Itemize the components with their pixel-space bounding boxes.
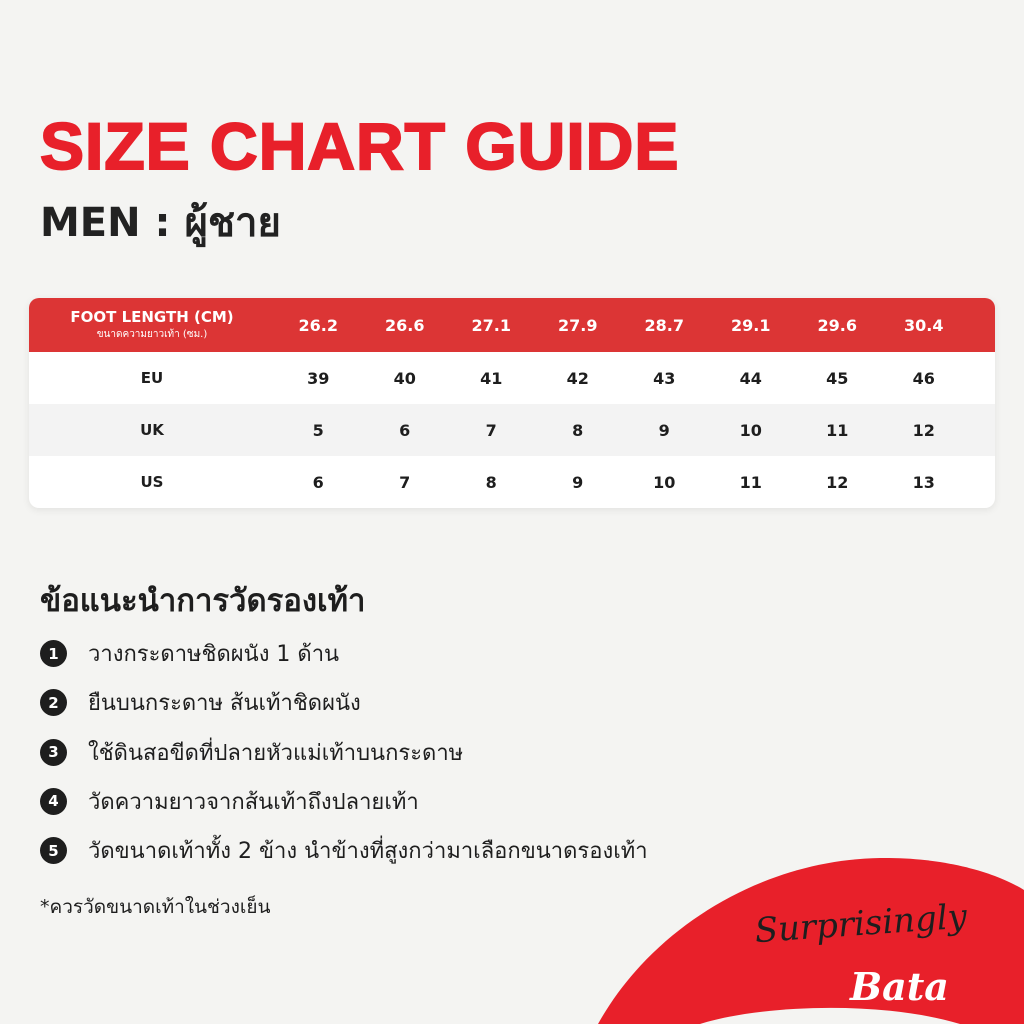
row-label: US (140, 473, 164, 491)
tip-text: วัดความยาวจากส้นเท้าถึงปลายเท้า (88, 789, 419, 815)
step-number-badge: 3 (40, 738, 67, 766)
row-label: EU (140, 369, 164, 387)
white-arc (700, 1007, 960, 1024)
foot-length-cell: 30.4 (904, 315, 944, 335)
size-cell: 39 (307, 368, 330, 388)
size-cell: 5 (312, 420, 324, 440)
table-row: EU 39 40 41 42 43 44 45 46 (29, 352, 995, 404)
foot-length-cell: 29.1 (731, 315, 771, 335)
header-label: FOOT LENGTH (CM) ขนาดความยาวเท้า (ซม.) (29, 308, 275, 342)
header-label-text: FOOT LENGTH (CM) (70, 308, 234, 326)
tip-text: ยืนบนกระดาษ ส้นเท้าชิดผนัง (88, 691, 361, 717)
size-cell: 8 (485, 472, 497, 492)
table-row: UK 5 6 7 8 9 10 11 12 (29, 404, 995, 456)
size-cell: 13 (912, 472, 935, 492)
tip-item: 3 ใช้ดินสอขีดที่ปลายหัวแม่เท้าบนกระดาษ (40, 735, 463, 770)
size-cell: 9 (572, 472, 584, 492)
tip-text: ใช้ดินสอขีดที่ปลายหัวแม่เท้าบนกระดาษ (88, 740, 464, 766)
size-cell: 45 (826, 368, 849, 388)
page-title: SIZE CHART GUIDE (39, 108, 680, 184)
foot-length-cell: 26.6 (385, 315, 425, 335)
size-cell: 42 (566, 368, 589, 388)
tip-item: 5 วัดขนาดเท้าทั้ง 2 ข้าง นำข้างที่สูงกว่า… (40, 833, 648, 868)
tip-item: 4 วัดความยาวจากส้นเท้าถึงปลายเท้า (40, 784, 419, 819)
foot-length-cell: 29.6 (817, 315, 857, 335)
logo-brand: Bata (849, 964, 949, 1009)
size-table: FOOT LENGTH (CM) ขนาดความยาวเท้า (ซม.) 26… (29, 298, 995, 508)
foot-length-cell: 26.2 (298, 315, 338, 335)
row-label: UK (140, 421, 164, 439)
size-cell: 40 (393, 368, 416, 388)
page-subtitle: MEN : ผู้ชาย (40, 200, 281, 246)
size-cell: 7 (485, 420, 497, 440)
size-cell: 44 (739, 368, 762, 388)
step-number-badge: 2 (40, 689, 67, 717)
tip-text: วัดขนาดเท้าทั้ง 2 ข้าง นำข้างที่สูงกว่าม… (88, 839, 648, 865)
tip-text: วางกระดาษชิดผนัง 1 ด้าน (88, 642, 340, 667)
tips-title: ข้อแนะนำการวัดรองเท้า (40, 583, 366, 619)
step-number-badge: 1 (40, 640, 67, 667)
size-cell: 10 (739, 420, 762, 440)
size-cell: 10 (653, 472, 676, 492)
tip-item: 2 ยืนบนกระดาษ ส้นเท้าชิดผนัง (40, 685, 361, 720)
foot-length-cell: 27.1 (471, 315, 511, 335)
step-number-badge: 5 (40, 837, 67, 865)
size-cell: 12 (912, 420, 935, 440)
size-cell: 6 (312, 472, 324, 492)
size-cell: 12 (826, 472, 849, 492)
step-number-badge: 4 (40, 787, 67, 815)
size-cell: 6 (399, 420, 411, 440)
size-cell: 8 (572, 420, 584, 440)
size-cell: 46 (912, 368, 935, 388)
size-cell: 9 (658, 420, 670, 440)
red-swoosh (598, 857, 1024, 1024)
size-cell: 11 (739, 472, 762, 492)
table-row: US 6 7 8 9 10 11 12 13 (29, 456, 995, 508)
size-cell: 7 (399, 472, 411, 492)
foot-length-cell: 28.7 (644, 315, 684, 335)
foot-length-cell: 27.9 (558, 315, 598, 335)
tips-note: *ควรวัดขนาดเท้าในช่วงเย็น (40, 896, 271, 918)
table-header-row: FOOT LENGTH (CM) ขนาดความยาวเท้า (ซม.) 26… (29, 298, 995, 352)
size-cell: 41 (480, 368, 503, 388)
header-sublabel: ขนาดความยาวเท้า (ซม.) (96, 329, 208, 340)
tip-item: 1 วางกระดาษชิดผนัง 1 ด้าน (40, 636, 339, 671)
size-cell: 43 (653, 368, 676, 388)
size-cell: 11 (826, 420, 849, 440)
